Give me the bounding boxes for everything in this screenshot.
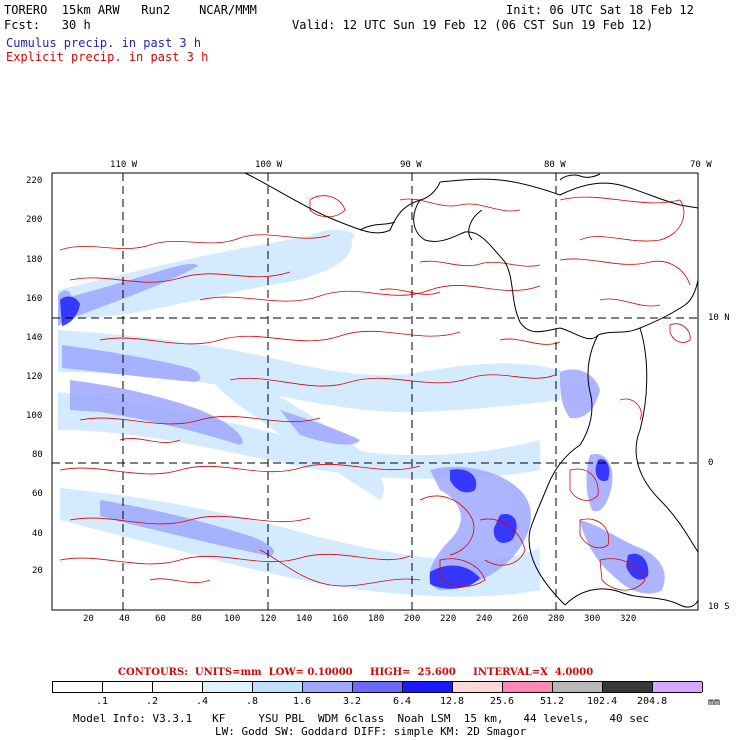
x-tick: 240 (476, 614, 493, 624)
lon-label-90w: 90 W (400, 160, 422, 170)
header-line2-right: Valid: 12 UTC Sun 19 Feb 12 (06 CST Sun … (292, 18, 654, 32)
lat-label-10s: 10 S (708, 602, 730, 612)
y-tick: 20 (32, 566, 43, 576)
y-tick: 100 (26, 411, 43, 421)
header-line2-left: Fcst: 30 h (4, 18, 91, 32)
y-tick: 60 (32, 489, 43, 499)
explicit-label: Explicit precip. in past 3 h (6, 50, 209, 64)
explicit-precip-contours (59, 195, 691, 591)
cumulus-label: Cumulus precip. in past 3 h (6, 36, 202, 50)
model-info-line1: Model Info: V3.3.1 KF YSU PBL WDM 6class… (73, 712, 650, 725)
x-tick: 120 (260, 614, 277, 624)
model-info-line2: LW: Godd SW: Goddard DIFF: simple KM: 2D… (215, 725, 527, 738)
x-tick: 80 (191, 614, 202, 624)
y-tick: 220 (26, 176, 43, 186)
y-tick: 160 (26, 294, 43, 304)
cumulus-precip-dark (60, 296, 649, 589)
y-tick: 40 (32, 529, 43, 539)
header-line1-right: Init: 06 UTC Sat 18 Feb 12 (506, 3, 694, 17)
x-tick: 140 (296, 614, 313, 624)
y-tick: 200 (26, 215, 43, 225)
colorbar-label: .4 (196, 696, 209, 707)
lon-label-100w: 100 W (255, 160, 283, 170)
colorbar-cell (53, 682, 103, 692)
x-tick: 300 (584, 614, 601, 624)
x-tick: 180 (368, 614, 385, 624)
colorbar-cell (103, 682, 153, 692)
colorbar-cell (503, 682, 553, 692)
colorbar-cell (303, 682, 353, 692)
colorbar-cell (203, 682, 253, 692)
colorbar-label: .2 (146, 696, 159, 707)
lon-label-80w: 80 W (544, 160, 566, 170)
lon-label-70w: 70 W (690, 160, 712, 170)
colorbar-cell (253, 682, 303, 692)
lat-label-10n: 10 N (708, 313, 730, 323)
y-tick: 140 (26, 333, 43, 343)
colorbar-cell (653, 682, 703, 692)
colorbar-cell (453, 682, 503, 692)
lat-lon-grid (52, 173, 698, 610)
colorbar-label: 12.8 (440, 696, 465, 707)
colorbar-cell (353, 682, 403, 692)
colorbar-cell (553, 682, 603, 692)
x-tick: 200 (404, 614, 421, 624)
coastlines (244, 172, 699, 608)
x-tick: 60 (155, 614, 166, 624)
y-tick: 120 (26, 372, 43, 382)
y-tick: 80 (32, 450, 43, 460)
x-tick: 20 (83, 614, 94, 624)
colorbar-label: 3.2 (343, 696, 362, 707)
map-frame (51, 172, 699, 611)
lat-label-0: 0 (708, 458, 714, 468)
colorbar-label: 6.4 (393, 696, 412, 707)
lon-label-110w: 110 W (110, 160, 138, 170)
colorbar-label: 102.4 (587, 696, 618, 707)
x-tick: 160 (332, 614, 349, 624)
x-tick: 220 (440, 614, 457, 624)
colorbar-cell (403, 682, 453, 692)
colorbar-label: .1 (96, 696, 109, 707)
y-tick: 180 (26, 255, 43, 265)
colorbar-label: 25.6 (490, 696, 515, 707)
colorbar-label: .8 (246, 696, 259, 707)
colorbar (52, 681, 703, 693)
x-tick: 260 (512, 614, 529, 624)
x-tick: 40 (119, 614, 130, 624)
colorbar-units: mm (708, 697, 721, 708)
cumulus-precip-light (58, 229, 560, 597)
x-tick: 320 (620, 614, 637, 624)
x-tick: 100 (224, 614, 241, 624)
contours-info: CONTOURS: UNITS=mm LOW= 0.10000 HIGH= 25… (118, 667, 594, 678)
colorbar-cell (153, 682, 203, 692)
x-tick: 280 (548, 614, 565, 624)
colorbar-cell (603, 682, 653, 692)
header-line1-left: TORERO 15km ARW Run2 NCAR/MMM (4, 3, 257, 17)
colorbar-label: 51.2 (540, 696, 565, 707)
colorbar-label: 1.6 (293, 696, 312, 707)
colorbar-label: 204.8 (637, 696, 668, 707)
